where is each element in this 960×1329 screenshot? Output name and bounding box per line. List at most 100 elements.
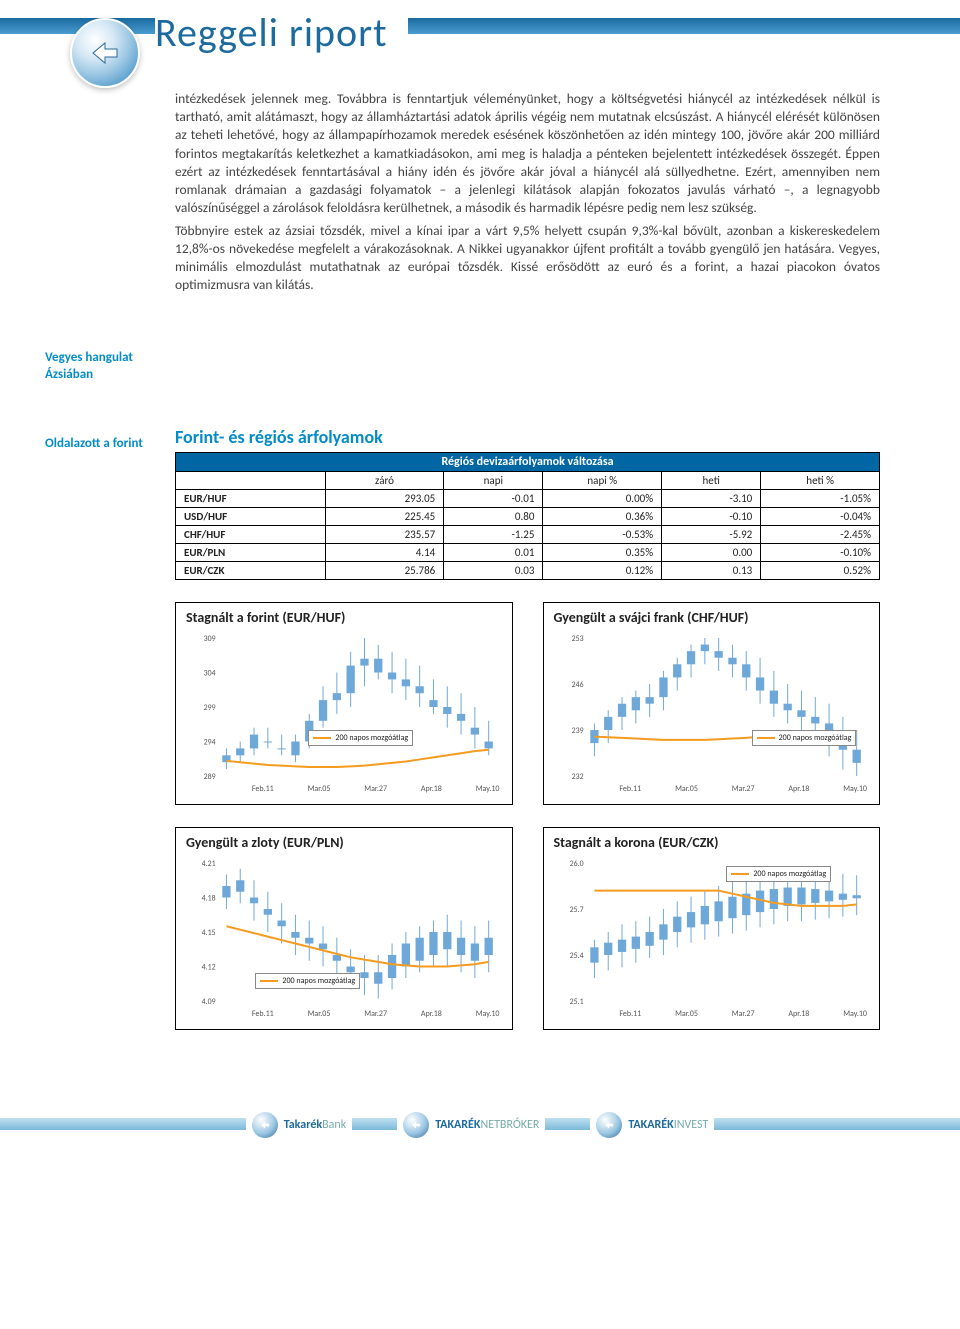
fx-cell: -0.10% bbox=[761, 543, 880, 561]
arrow-icon bbox=[252, 1112, 278, 1138]
fx-col-header: záró bbox=[325, 471, 444, 489]
fx-cell: 0.13 bbox=[662, 561, 761, 579]
svg-text:25.1: 25.1 bbox=[569, 997, 583, 1007]
chart-legend: 200 napos mozgóátlag bbox=[255, 973, 360, 989]
xtick-label: Apr.18 bbox=[421, 784, 442, 794]
header-stripe bbox=[0, 18, 960, 34]
chart-eurpln: Gyengült a zloty (EUR/PLN) 4.094.124.154… bbox=[175, 827, 513, 1030]
legend-label: 200 napos mozgóátlag bbox=[779, 733, 852, 743]
svg-text:4.21: 4.21 bbox=[202, 859, 216, 869]
xtick-label: Mar.27 bbox=[364, 1009, 387, 1019]
fx-cell: 0.80 bbox=[444, 507, 543, 525]
footer-logo-text: TAKARÉKINVEST bbox=[628, 1117, 708, 1132]
fx-col-header: heti % bbox=[761, 471, 880, 489]
svg-text:253: 253 bbox=[571, 634, 583, 644]
xtick-label: Mar.27 bbox=[732, 1009, 755, 1019]
svg-text:25.4: 25.4 bbox=[569, 951, 583, 961]
xtick-label: Feb.11 bbox=[252, 1009, 274, 1019]
fx-cell: -0.01 bbox=[444, 489, 543, 507]
footer-logo-text: TAKARÉKNETBRÓKER bbox=[435, 1117, 539, 1132]
svg-text:4.18: 4.18 bbox=[202, 893, 216, 903]
table-row: USD/HUF225.450.800.36%-0.10-0.04% bbox=[176, 507, 880, 525]
left-margin-notes: Vegyes hangulat Ázsiában bbox=[0, 90, 175, 384]
header-banner: Reggeli riport bbox=[0, 0, 960, 90]
footer: TakarékBank TAKARÉKNETBRÓKER TAKARÉKINVEST bbox=[0, 1080, 960, 1140]
fx-cell: USD/HUF bbox=[176, 507, 326, 525]
xtick-label: Mar.27 bbox=[732, 784, 755, 794]
svg-text:26.0: 26.0 bbox=[569, 859, 583, 869]
chart-eurhuf: Stagnált a forint (EUR/HUF) 289294299304… bbox=[175, 602, 513, 805]
xtick-label: Mar.27 bbox=[364, 784, 387, 794]
chart-title: Stagnált a forint (EUR/HUF) bbox=[186, 609, 502, 626]
fx-cell: EUR/PLN bbox=[176, 543, 326, 561]
xtick-label: Feb.11 bbox=[252, 784, 274, 794]
xtick-label: Apr.18 bbox=[421, 1009, 442, 1019]
chart-title: Gyengült a zloty (EUR/PLN) bbox=[186, 834, 502, 851]
chart-xaxis: Feb.11 Mar.05 Mar.27 Apr.18 May.10 bbox=[186, 1009, 502, 1019]
arrow-icon bbox=[403, 1112, 429, 1138]
fx-section-title: Forint- és régiós árfolyamok bbox=[175, 426, 880, 448]
fx-cell: -0.10 bbox=[662, 507, 761, 525]
svg-text:299: 299 bbox=[204, 703, 216, 713]
fx-cell: 0.52% bbox=[761, 561, 880, 579]
body-paragraph: intézkedések jelennek meg. Továbbra is f… bbox=[175, 90, 880, 294]
fx-cell: -3.10 bbox=[662, 489, 761, 507]
chart-legend: 200 napos mozgóátlag bbox=[752, 730, 857, 746]
fx-cell: -0.04% bbox=[761, 507, 880, 525]
brand-logo-icon bbox=[70, 18, 140, 88]
svg-text:294: 294 bbox=[204, 737, 216, 747]
xtick-label: Feb.11 bbox=[619, 1009, 641, 1019]
xtick-label: Mar.05 bbox=[675, 784, 698, 794]
fx-table-header: Régiós devizaárfolyamok változása bbox=[176, 452, 880, 471]
table-row: EUR/CZK25.7860.030.12%0.130.52% bbox=[176, 561, 880, 579]
fx-cell: -2.45% bbox=[761, 525, 880, 543]
fx-cell: -1.05% bbox=[761, 489, 880, 507]
fx-cell: -0.53% bbox=[543, 525, 662, 543]
svg-text:232: 232 bbox=[571, 772, 583, 782]
chart-eurczk: Stagnált a korona (EUR/CZK) 25.125.425.7… bbox=[543, 827, 881, 1030]
fx-cell: 0.00 bbox=[662, 543, 761, 561]
fx-col-header bbox=[176, 471, 326, 489]
fx-col-header: heti bbox=[662, 471, 761, 489]
fx-cell: CHF/HUF bbox=[176, 525, 326, 543]
fx-cell: 225.45 bbox=[325, 507, 444, 525]
svg-text:25.7: 25.7 bbox=[569, 905, 583, 915]
footer-logo-text: TakarékBank bbox=[284, 1117, 346, 1132]
chart-legend: 200 napos mozgóátlag bbox=[726, 866, 831, 882]
fx-cell: 235.57 bbox=[325, 525, 444, 543]
svg-text:289: 289 bbox=[204, 772, 216, 782]
footer-logo: TAKARÉKINVEST bbox=[590, 1112, 714, 1138]
chart-chfhuf: Gyengült a svájci frank (CHF/HUF) 232239… bbox=[543, 602, 881, 805]
xtick-label: Mar.05 bbox=[308, 784, 331, 794]
xtick-label: Apr.18 bbox=[788, 784, 809, 794]
chart-xaxis: Feb.11 Mar.05 Mar.27 Apr.18 May.10 bbox=[186, 784, 502, 794]
chart-xaxis: Feb.11 Mar.05 Mar.27 Apr.18 May.10 bbox=[554, 1009, 870, 1019]
svg-text:246: 246 bbox=[571, 680, 583, 690]
arrow-icon bbox=[596, 1112, 622, 1138]
xtick-label: May.10 bbox=[843, 784, 867, 794]
xtick-label: Apr.18 bbox=[788, 1009, 809, 1019]
fx-cell: EUR/CZK bbox=[176, 561, 326, 579]
left-margin-notes-2: Oldalazott a forint bbox=[0, 404, 175, 1030]
xtick-label: May.10 bbox=[476, 1009, 500, 1019]
fx-cell: -1.25 bbox=[444, 525, 543, 543]
table-row: CHF/HUF235.57-1.25-0.53%-5.92-2.45% bbox=[176, 525, 880, 543]
fx-cell: 0.00% bbox=[543, 489, 662, 507]
fx-cell: 0.35% bbox=[543, 543, 662, 561]
svg-text:309: 309 bbox=[204, 634, 216, 644]
fx-col-header: napi % bbox=[543, 471, 662, 489]
xtick-label: May.10 bbox=[843, 1009, 867, 1019]
footer-logo: TakarékBank bbox=[246, 1112, 352, 1138]
fx-cell: EUR/HUF bbox=[176, 489, 326, 507]
chart-title: Gyengült a svájci frank (CHF/HUF) bbox=[554, 609, 870, 626]
xtick-label: May.10 bbox=[476, 784, 500, 794]
chart-xaxis: Feb.11Mar.05Mar.27Apr.18May.10 bbox=[554, 784, 870, 794]
page-title: Reggeli riport bbox=[155, 8, 388, 57]
margin-note-1: Vegyes hangulat Ázsiában bbox=[45, 350, 157, 384]
fx-cell: 293.05 bbox=[325, 489, 444, 507]
svg-text:4.12: 4.12 bbox=[202, 962, 216, 972]
legend-label: 200 napos mozgóátlag bbox=[753, 869, 826, 879]
xtick-label: Mar.05 bbox=[308, 1009, 331, 1019]
xtick-label: Mar.05 bbox=[675, 1009, 698, 1019]
fx-cell: 0.36% bbox=[543, 507, 662, 525]
